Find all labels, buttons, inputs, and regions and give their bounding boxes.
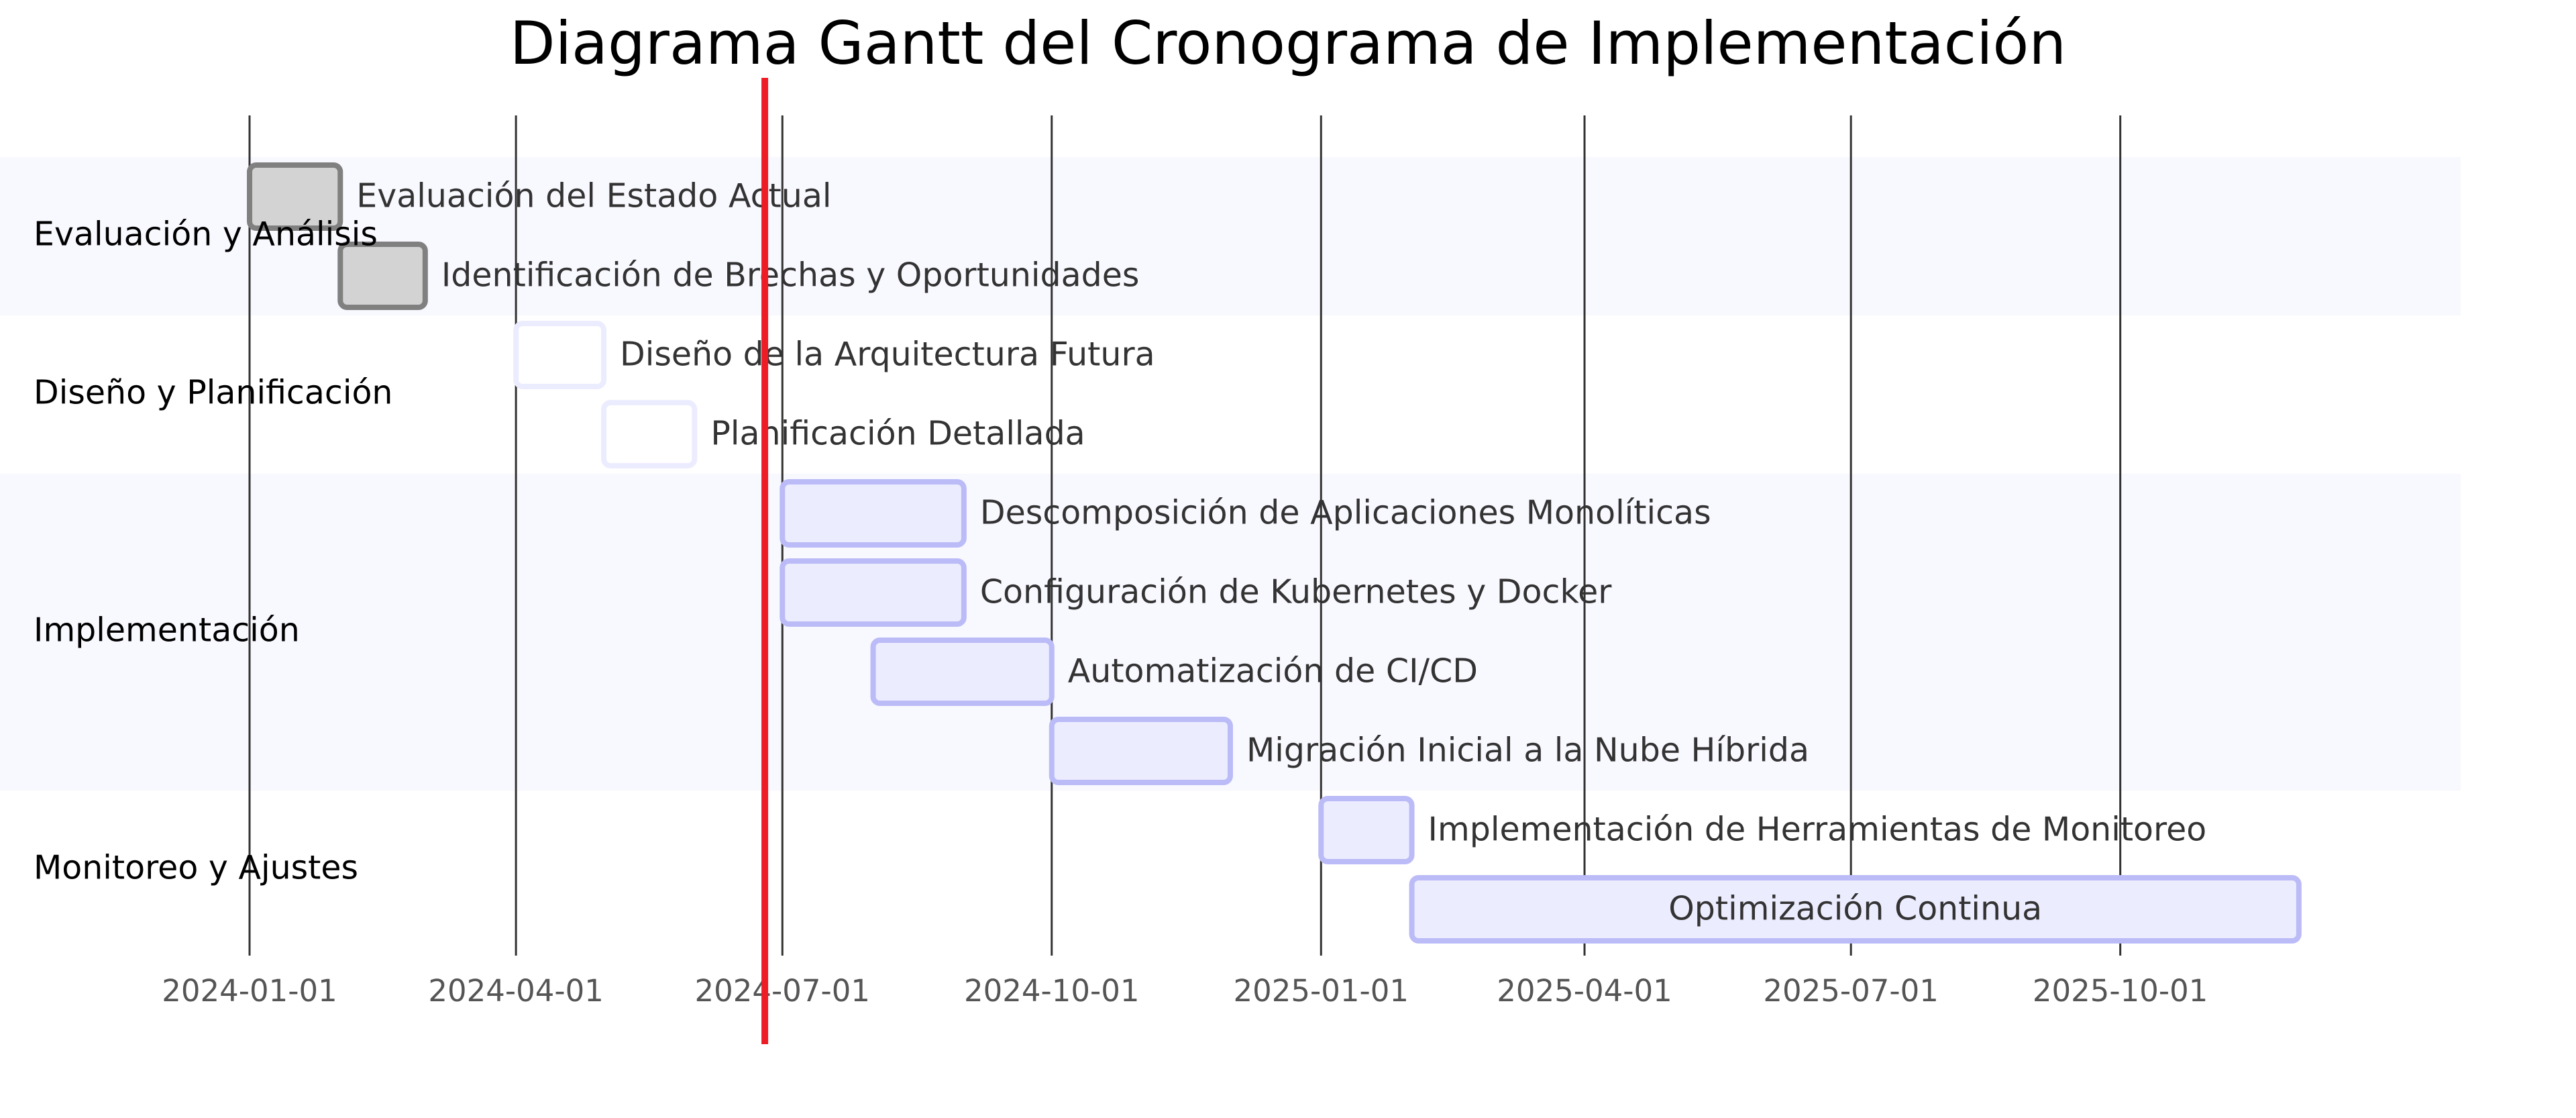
task-label: Implementación de Herramientas de Monito… [1428,811,2207,849]
x-tick-label: 2025-10-01 [2033,973,2208,1009]
task-bar [337,242,428,310]
x-tick-label: 2024-01-01 [162,973,337,1009]
x-tick-label: 2025-01-01 [1234,973,1409,1009]
section-label: Implementación [34,611,300,650]
task-bar [870,638,1055,706]
x-axis-ticks: 2024-01-01 2024-04-01 2024-07-01 2024-10-01… [162,973,2208,1009]
task-label: Automatización de CI/CD [1068,652,1478,691]
task-labels: Evaluación del Estado Actual Identificaci… [356,177,2206,928]
x-tick-label: 2025-04-01 [1497,973,1672,1009]
task-bar [780,558,967,627]
x-tick-label: 2024-10-01 [964,973,1140,1009]
task-label: Descomposición de Aplicaciones Monolític… [980,494,1711,532]
task-label: Optimización Continua [1668,890,2042,928]
task-bar [513,321,607,389]
x-tick-label: 2025-07-01 [1763,973,1939,1009]
task-label: Configuración de Kubernetes y Docker [980,573,1612,611]
task-bar [601,400,698,468]
task-bar [247,162,343,231]
task-label: Evaluación del Estado Actual [356,177,831,215]
task-label: Migración Inicial a la Nube Híbrida [1246,731,1809,770]
x-tick-label: 2024-07-01 [695,973,871,1009]
task-label: Identificación de Brechas y Oportunidade… [441,256,1140,295]
task-bar [1318,796,1415,864]
section-label: Monitoreo y Ajustes [34,849,358,887]
task-label: Diseño de la Arquitectura Futura [620,336,1155,374]
task-bar [1409,875,2302,944]
task-bar [1049,717,1233,785]
task-bars [247,162,2302,944]
section-label: Evaluación y Análisis [34,215,378,254]
section-label: Diseño y Planificación [34,374,392,412]
section-labels: Evaluación y Análisis Diseño y Planificac… [34,215,392,887]
x-tick-label: 2024-04-01 [428,973,604,1009]
task-bar [780,479,967,548]
task-label: Planificación Detallada [710,415,1085,453]
section-bands [0,157,2461,791]
chart-title: Diagrama Gantt del Cronograma de Impleme… [510,9,2066,78]
